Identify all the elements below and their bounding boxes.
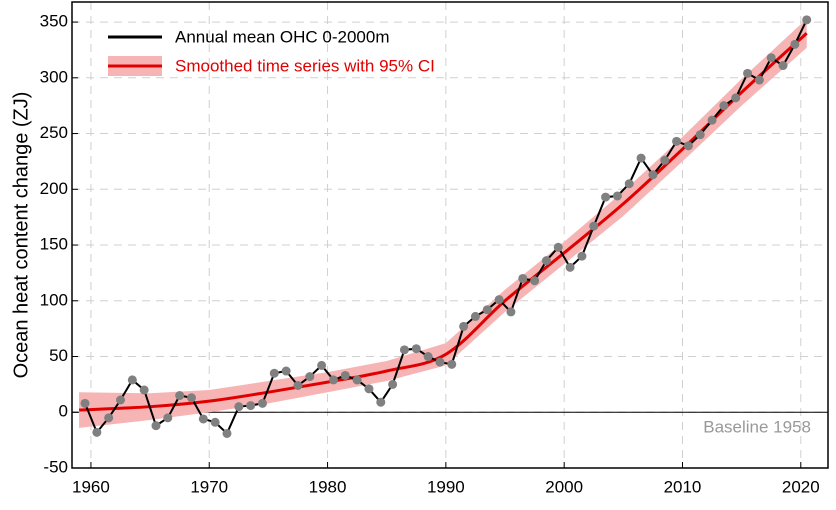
y-tick-label: 200 xyxy=(40,179,68,198)
annual-point xyxy=(246,401,256,411)
annual-point xyxy=(175,391,185,401)
y-tick-label: 0 xyxy=(59,402,68,421)
legend-label: Smoothed time series with 95% CI xyxy=(175,56,435,75)
annual-point xyxy=(601,192,611,202)
y-axis-label: Ocean heat content change (ZJ) xyxy=(10,92,32,379)
annual-point xyxy=(423,352,433,362)
annual-point xyxy=(116,395,126,405)
y-tick-label: 50 xyxy=(49,346,68,365)
annual-point xyxy=(530,276,540,286)
x-tick-label: 2000 xyxy=(545,477,583,496)
annual-point xyxy=(494,295,504,305)
annual-point xyxy=(482,305,492,315)
annual-point xyxy=(186,393,196,403)
annual-point xyxy=(459,321,469,331)
y-tick-label: 100 xyxy=(40,290,68,309)
y-tick-label: 300 xyxy=(40,67,68,86)
annual-point xyxy=(541,256,551,266)
annual-point xyxy=(257,398,267,408)
annual-point xyxy=(470,311,480,321)
annual-point xyxy=(92,427,102,437)
annual-point xyxy=(293,381,303,391)
annual-point xyxy=(506,307,516,317)
x-tick-label: 2010 xyxy=(664,477,702,496)
annual-point xyxy=(660,155,670,165)
annual-point xyxy=(364,384,374,394)
x-tick-label: 1990 xyxy=(427,477,465,496)
x-tick-label: 2020 xyxy=(782,477,820,496)
annual-point xyxy=(305,372,315,382)
annual-point xyxy=(766,53,776,63)
annual-point xyxy=(399,345,409,355)
annual-point xyxy=(778,61,788,71)
annual-point xyxy=(435,357,445,367)
annual-point xyxy=(376,397,386,407)
annual-point xyxy=(719,101,729,111)
annual-point xyxy=(198,414,208,424)
annual-point xyxy=(743,68,753,78)
annual-point xyxy=(683,141,693,151)
annual-point xyxy=(411,344,421,354)
annual-point xyxy=(352,375,362,385)
annual-point xyxy=(553,242,563,252)
plot-frame xyxy=(71,1,829,469)
annual-point xyxy=(139,385,149,395)
annual-point xyxy=(636,153,646,163)
y-tick-label: 150 xyxy=(40,235,68,254)
x-tick-label: 1980 xyxy=(309,477,347,496)
annual-point xyxy=(317,360,327,370)
annual-point xyxy=(447,359,457,369)
annual-point xyxy=(328,375,338,385)
y-tick-label: -50 xyxy=(43,457,68,476)
annual-point xyxy=(672,136,682,146)
annual-point xyxy=(648,170,658,180)
annual-point xyxy=(80,398,90,408)
annual-point xyxy=(565,262,575,272)
annual-point xyxy=(340,370,350,380)
annual-point xyxy=(518,273,528,283)
annual-point xyxy=(695,130,705,140)
annual-point xyxy=(577,251,587,261)
annual-point xyxy=(790,39,800,49)
y-tick-label: 250 xyxy=(40,123,68,142)
x-tick-label: 1970 xyxy=(190,477,228,496)
annual-point xyxy=(731,93,741,103)
y-tick-label: 350 xyxy=(40,12,68,31)
annual-point xyxy=(127,375,137,385)
annual-point xyxy=(222,428,232,438)
annual-point xyxy=(210,417,220,427)
annual-point xyxy=(104,413,114,423)
annual-point xyxy=(589,221,599,231)
ci-band xyxy=(79,18,807,428)
annual-point xyxy=(269,368,279,378)
annual-point xyxy=(754,75,764,85)
annual-point xyxy=(624,179,634,189)
annual-point xyxy=(234,402,244,412)
annual-point xyxy=(163,413,173,423)
annual-point xyxy=(802,15,812,25)
annotation: Baseline 1958 xyxy=(703,417,811,436)
smoothed-line xyxy=(79,32,808,412)
annual-point xyxy=(707,115,717,125)
annual-point xyxy=(388,379,398,389)
x-tick-label: 1960 xyxy=(72,477,110,496)
annual-point xyxy=(612,191,622,201)
legend-label: Annual mean OHC 0-2000m xyxy=(175,27,390,46)
annual-point xyxy=(281,366,291,376)
annual-point xyxy=(151,421,161,431)
